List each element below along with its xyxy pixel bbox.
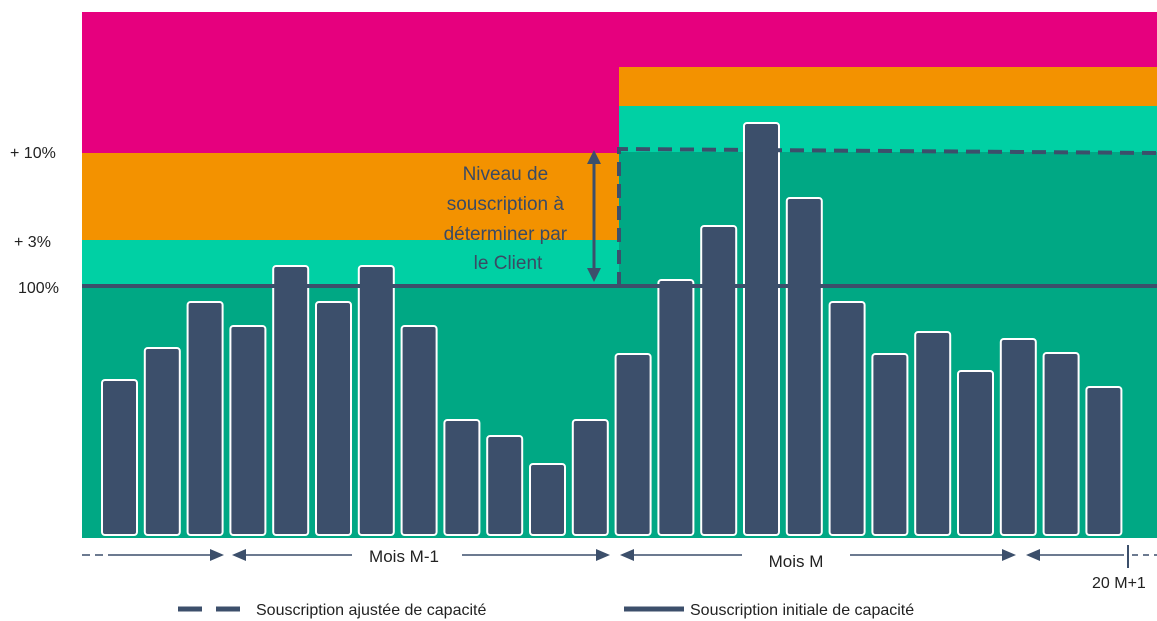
period-next-label: 20 M+1 <box>1092 575 1146 592</box>
period-month: Mois M <box>769 552 824 571</box>
arrow-down-icon <box>587 268 601 282</box>
bar-4 <box>229 325 267 536</box>
band-orange-right <box>619 67 1157 106</box>
bar-5 <box>272 265 310 536</box>
period-timeline <box>82 545 1157 568</box>
bar-10 <box>486 435 524 536</box>
annotation-text: Niveau de souscription à déterminer par … <box>444 164 573 274</box>
band-magenta-left <box>82 12 619 153</box>
bar-18 <box>828 301 866 536</box>
band-orange-left <box>82 153 619 240</box>
arrow-right-icon <box>1002 549 1016 561</box>
bars-group <box>101 122 1123 536</box>
legend: Souscription ajustée de capacité Souscri… <box>178 602 914 619</box>
arrow-up-icon <box>587 150 601 164</box>
bar-2 <box>143 347 181 536</box>
adjusted-subscription-line <box>617 146 1157 286</box>
level-arrow <box>587 150 601 282</box>
bar-19 <box>871 353 909 536</box>
bar-9 <box>443 419 481 536</box>
arrow-left-icon <box>1026 549 1040 561</box>
bar-6 <box>315 301 352 536</box>
bar-16 <box>743 122 780 536</box>
annotation-line-4: le Client <box>474 253 543 274</box>
annotation-line-3: déterminer par <box>444 224 568 245</box>
arrow-left-icon <box>232 549 246 561</box>
annotation-line-2: souscription à <box>447 194 565 215</box>
arrow-right-icon <box>210 549 224 561</box>
bar-21 <box>957 370 994 536</box>
legend-solid-label: Souscription initiale de capacité <box>690 602 914 619</box>
arrow-right-icon <box>596 549 610 561</box>
bar-20 <box>914 331 952 536</box>
arrow-left-icon <box>620 549 634 561</box>
bar-22 <box>999 338 1037 536</box>
bar-11 <box>529 463 566 536</box>
annotation-line-1: Niveau de <box>463 164 549 185</box>
band-magenta-right <box>619 12 1157 67</box>
bar-13 <box>614 353 652 536</box>
label-100: 100% <box>18 280 59 297</box>
bar-3 <box>186 301 224 536</box>
band-lightteal-right <box>619 106 1157 152</box>
bar-7 <box>357 265 395 536</box>
bar-12 <box>571 419 609 536</box>
bar-15 <box>700 225 738 536</box>
bar-23 <box>1042 352 1080 536</box>
period-prev-month: Mois M-1 <box>369 547 439 566</box>
band-lightteal-left <box>82 240 619 286</box>
label-plus-3: + 3% <box>14 234 51 251</box>
bar-24 <box>1085 386 1123 536</box>
bar-8 <box>400 325 438 536</box>
bar-17 <box>785 197 823 536</box>
label-plus-10: + 10% <box>10 145 56 162</box>
legend-dashed-label: Souscription ajustée de capacité <box>256 602 486 619</box>
bar-1 <box>101 379 138 536</box>
bar-14 <box>657 279 695 536</box>
